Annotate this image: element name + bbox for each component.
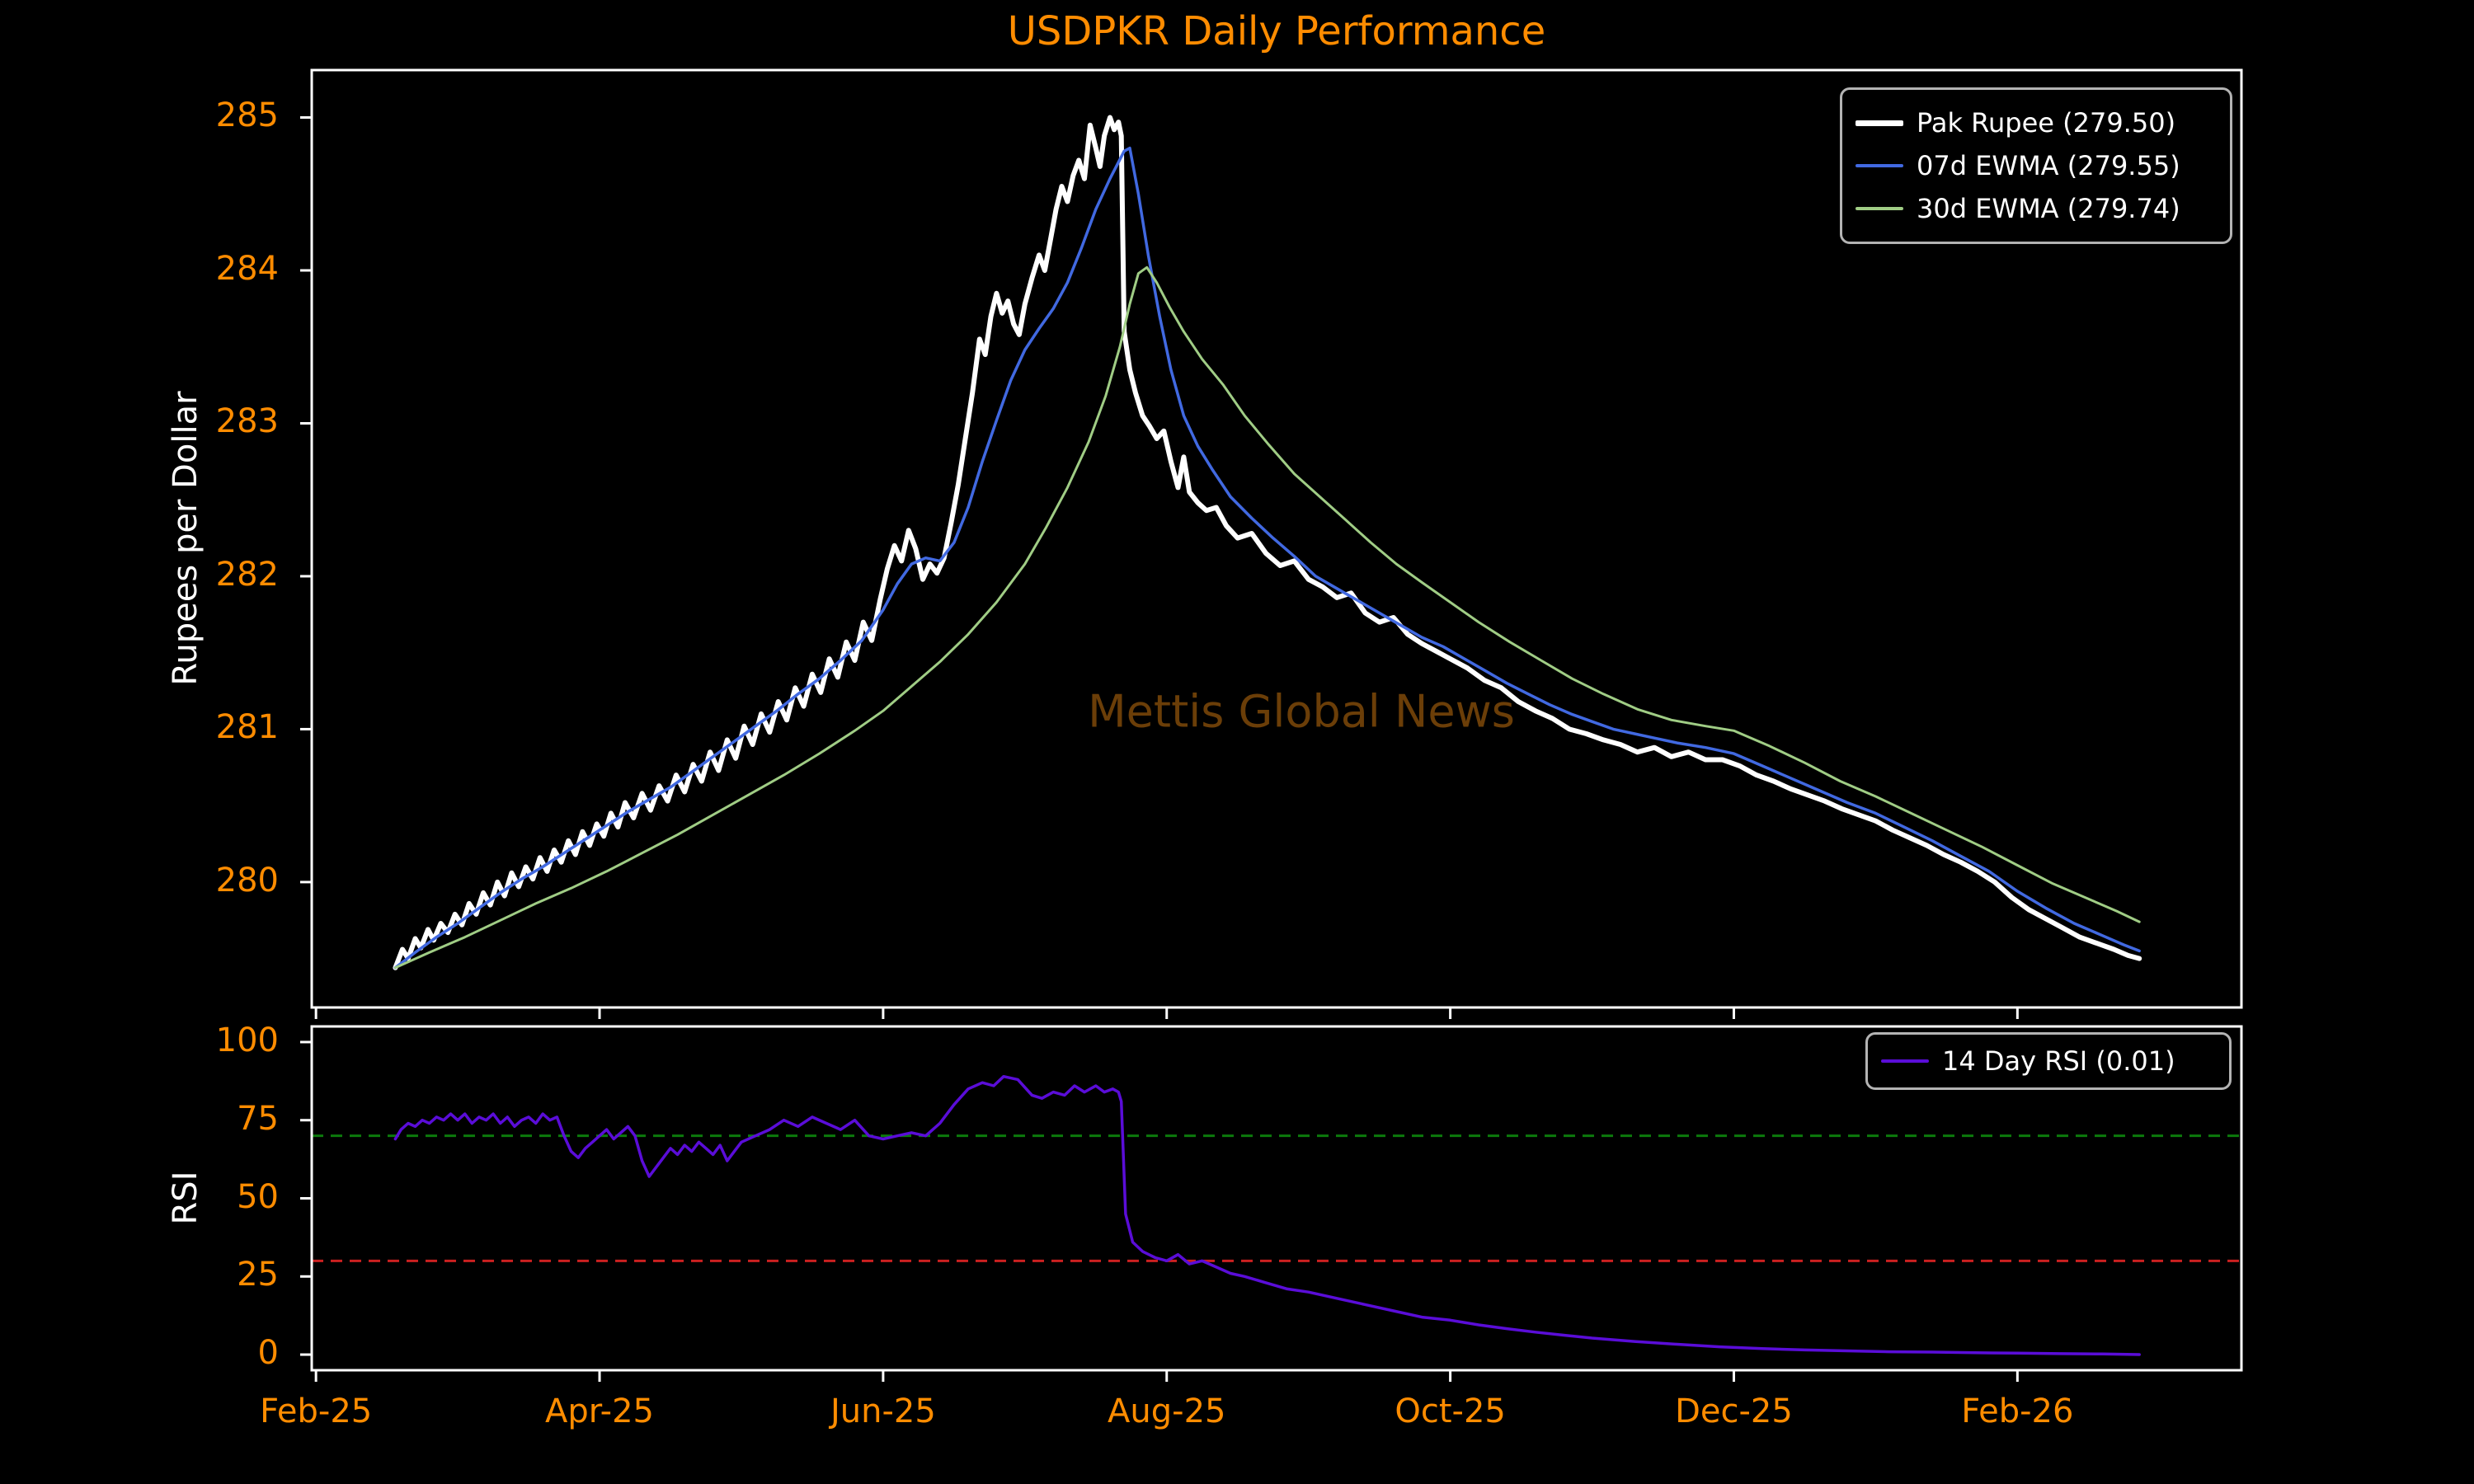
legend-item-rsi: 14 Day RSI (0.01) [1881,1045,2211,1077]
chart-title: USDPKR Daily Performance [1007,8,1546,54]
x-tick-label: Jun-25 [830,1392,936,1430]
y-tick-label: 280 [215,861,279,899]
legend-item-07d-ewma: 07d EWMA (279.55) [1856,146,2212,186]
ewma07-line-swatch [1856,164,1903,167]
y-tick-label: 285 [215,96,279,135]
y-tick-label: 100 [215,1021,279,1059]
legend-item-pak-rupee: Pak Rupee (279.50) [1856,103,2212,143]
legend-label: 30d EWMA (279.74) [1917,193,2180,224]
legend-item-30d-ewma: 30d EWMA (279.74) [1856,189,2212,228]
x-tick-label: Apr-25 [545,1392,654,1430]
x-tick-label: Oct-25 [1395,1392,1506,1430]
x-tick-label: Feb-25 [260,1392,373,1430]
ewma30-line-swatch [1856,207,1903,210]
y-tick-label: 283 [215,402,279,441]
y-tick-label: 0 [257,1334,279,1373]
series-line-0 [393,115,2142,970]
x-tick-label: Aug-25 [1108,1392,1226,1430]
price-legend: Pak Rupee (279.50) 07d EWMA (279.55) 30d… [1840,87,2232,244]
watermark: Mettis Global News [1088,685,1515,738]
y-tick-label: 284 [215,249,279,288]
series-line-0 [393,1074,2141,1356]
y-tick-label: 50 [237,1177,279,1216]
y-tick-label: 281 [215,708,279,747]
y-tick-label: 25 [237,1256,279,1294]
rsi-legend: 14 Day RSI (0.01) [1865,1032,2232,1090]
legend-label: 07d EWMA (279.55) [1917,150,2180,181]
legend-label: Pak Rupee (279.50) [1917,107,2176,139]
rsi-line-swatch [1881,1059,1929,1063]
y-tick-label: 75 [237,1099,279,1138]
series-line-2 [393,265,2141,970]
legend-label: 14 Day RSI (0.01) [1942,1045,2175,1077]
pak-rupee-line-swatch [1856,120,1903,126]
x-tick-label: Feb-26 [1961,1392,2074,1430]
y-tick-label: 282 [215,555,279,594]
series-line-1 [393,146,2141,970]
panel-border [310,68,2243,1009]
x-tick-label: Dec-25 [1675,1392,1793,1430]
